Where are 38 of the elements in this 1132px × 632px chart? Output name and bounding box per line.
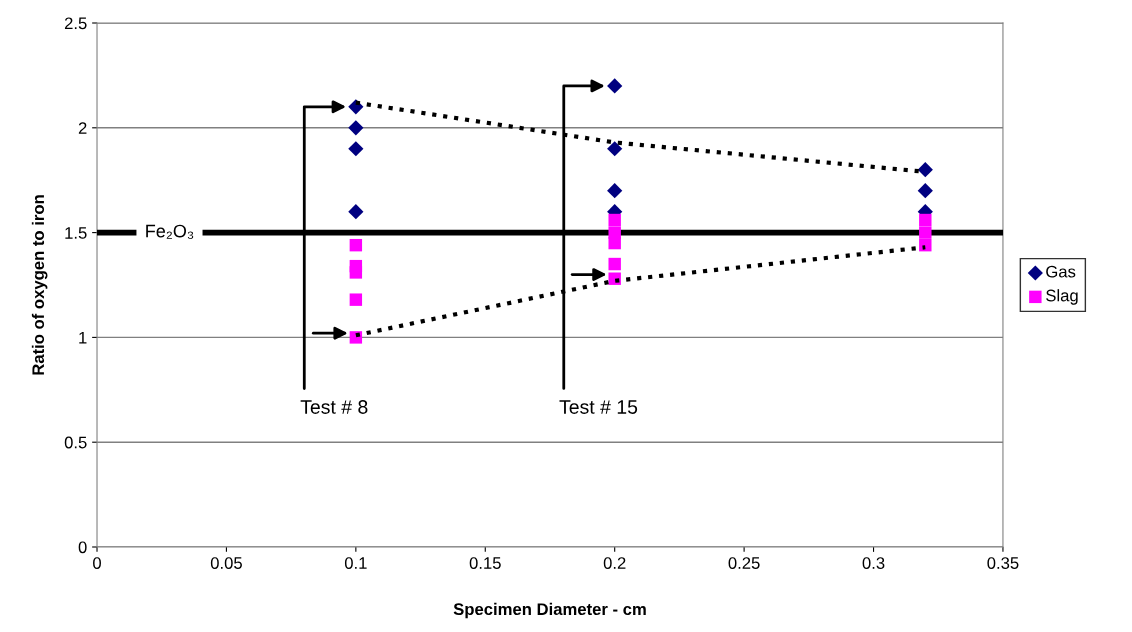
- x-tick-label: 0.05: [210, 557, 242, 569]
- y-tick-label: 2.5: [64, 17, 87, 30]
- x-tick-label: 0.3: [862, 557, 885, 569]
- point: [919, 213, 932, 227]
- y-tick-label: 0.5: [64, 436, 87, 449]
- y-tick-label: 1.5: [65, 227, 87, 239]
- x-tick-label: 0: [93, 557, 101, 569]
- x-tick-label: 0.35: [987, 557, 1019, 569]
- point: [608, 257, 621, 271]
- x-axis-title: Specimen Diameter - cm: [453, 602, 646, 619]
- point: [608, 236, 621, 250]
- point: [917, 183, 933, 199]
- y-tick-label: 0: [78, 541, 87, 554]
- y-tick-label: 2: [78, 122, 87, 134]
- x-tick-label: 0.25: [728, 557, 760, 569]
- point: [607, 78, 623, 94]
- annotation: Test # 15: [559, 400, 638, 414]
- point: [349, 238, 363, 252]
- point: [348, 141, 364, 157]
- annotation: Test # 8: [300, 400, 368, 414]
- point: [608, 213, 621, 227]
- x-tick-label: 0.2: [603, 557, 626, 569]
- point: [348, 204, 364, 220]
- x-tick-label: 0.15: [469, 557, 501, 569]
- y-axis-title: Ratio of oxygen to iron: [31, 195, 48, 375]
- ref-line-label: Fe₂O₃: [146, 224, 194, 239]
- point: [607, 141, 623, 157]
- legend-label: Gas: [1046, 265, 1076, 278]
- legend-label: Slag: [1046, 289, 1078, 305]
- point: [917, 162, 933, 178]
- point: [348, 120, 364, 136]
- point: [919, 238, 932, 252]
- point: [349, 293, 363, 306]
- point: [919, 226, 932, 239]
- y-tick-label: 1: [79, 331, 87, 344]
- point: [349, 266, 363, 279]
- x-tick-label: 0.1: [344, 557, 367, 569]
- point: [607, 183, 623, 199]
